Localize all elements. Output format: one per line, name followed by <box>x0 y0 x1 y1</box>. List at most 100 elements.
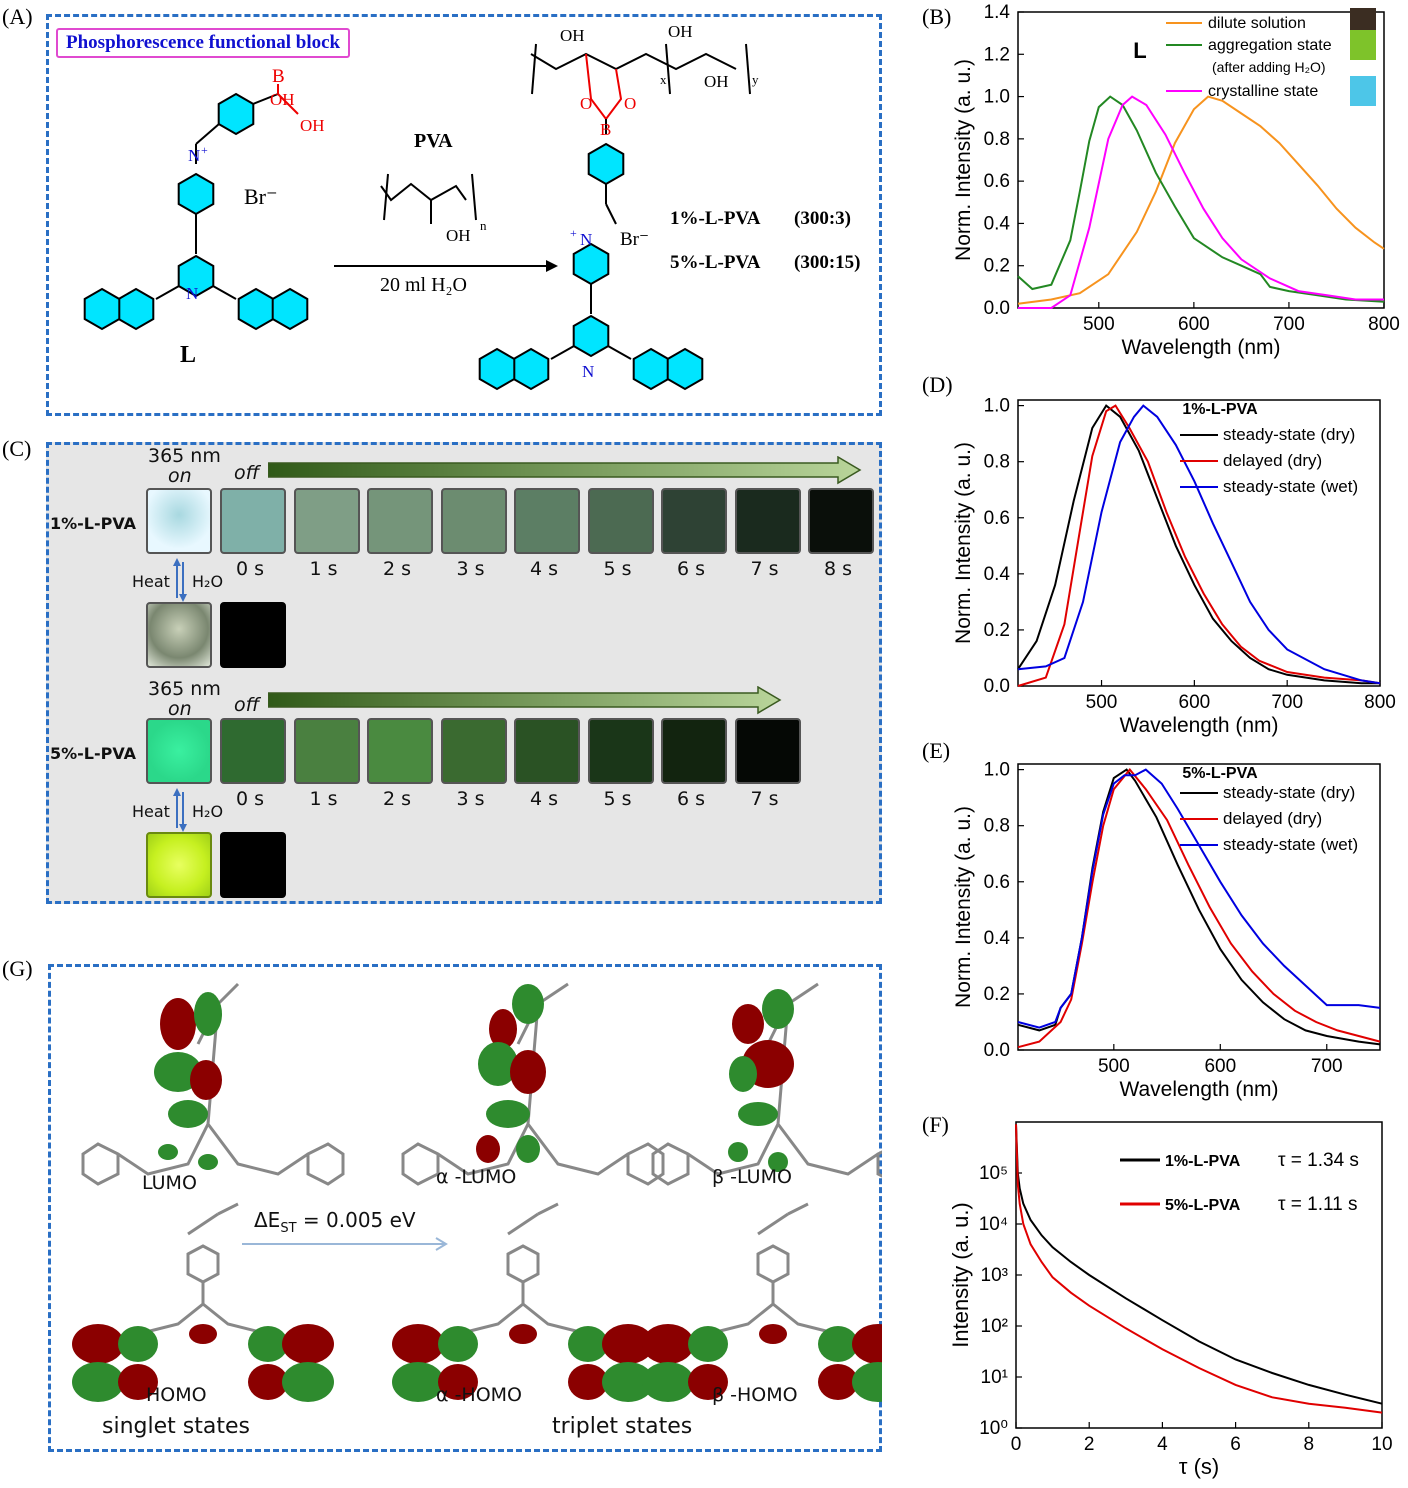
sample-1-ratio: (300:3) <box>794 208 851 229</box>
row2-time-label: 0 s <box>236 788 265 810</box>
ligand-b-atom: B <box>272 66 285 87</box>
energy-gap-label: ΔEST = 0.005 eV <box>254 1208 416 1236</box>
row1-wet-off-tile <box>220 602 286 668</box>
y-tick-label: 1.0 <box>984 760 1010 781</box>
y-tick-label: 10¹ <box>981 1367 1008 1388</box>
orbital-illustration <box>72 982 882 1402</box>
lumo-orbital <box>81 982 345 1186</box>
singlet-states-label: singlet states <box>102 1414 250 1439</box>
panel-label-b: (B) <box>922 4 952 29</box>
row1-wet-tile <box>146 602 212 668</box>
row1-uv-label: 365 nm <box>148 445 221 467</box>
legend-label: steady-state (wet) <box>1223 477 1358 496</box>
pva-structure <box>380 173 477 224</box>
legend-label: 5%-L-PVA <box>1165 1197 1241 1214</box>
row1-time-label: 2 s <box>383 558 412 580</box>
sample-2-ratio: (300:15) <box>794 252 861 273</box>
row2-off-word: off <box>234 694 260 716</box>
row2-decay-tile <box>440 718 507 784</box>
panel-label-d: (D) <box>922 372 953 397</box>
panel-label-a: (A) <box>2 4 33 29</box>
row2-time-label: 2 s <box>383 788 412 810</box>
lumo-label: LUMO <box>142 1172 197 1194</box>
panel-label-c: (C) <box>2 436 32 461</box>
x-tick-label: 600 <box>1179 692 1211 713</box>
y-tick-label: 1.0 <box>984 87 1010 108</box>
ligand-oh-top: OH <box>270 90 295 109</box>
product-o-left: O <box>580 94 593 113</box>
ligand-counter-ion: Br⁻ <box>244 184 278 209</box>
series-line-1 <box>1017 95 1385 303</box>
row2-decay-tile <box>734 718 801 784</box>
y-tick-label: 10⁰ <box>979 1418 1008 1439</box>
product-plus-charge: + <box>570 226 577 240</box>
legend-label: aggregation state <box>1208 37 1332 54</box>
legend-tau: τ = 1.11 s <box>1278 1194 1358 1215</box>
product-b-atom: B <box>600 120 612 139</box>
x-tick-label: 6 <box>1230 1434 1241 1455</box>
y-tick-label: 0.0 <box>984 676 1010 697</box>
row1-decay-tile <box>587 488 654 554</box>
x-tick-label: 800 <box>1368 314 1400 335</box>
series-line-0 <box>1017 404 1380 685</box>
series-line-2 <box>1018 95 1384 309</box>
ligand-pyridine-n: N <box>186 284 199 303</box>
beta-homo-label: β -HOMO <box>712 1384 798 1406</box>
panel-label-e: (E) <box>922 738 951 763</box>
row2-time-label: 5 s <box>603 788 632 810</box>
row1-on-word: on <box>168 465 192 487</box>
chart-f: 0 2 4 6 8 10 10⁰ 10¹ 10² 10³ 10⁴ 10⁵ τ (s) Intensity … <box>948 1121 1393 1479</box>
sample-2-name: 5%-L-PVA <box>670 252 761 273</box>
x-tick-label: 700 <box>1271 692 1303 713</box>
x-axis-label: Wavelength (nm) <box>1119 1078 1278 1101</box>
row1-decay-tile <box>367 488 433 554</box>
legend-label: steady-state (wet) <box>1223 835 1358 854</box>
y-axis-label: Norm. Intensity (a. u.) <box>952 442 975 644</box>
sample-1-name: 1%-L-PVA <box>670 208 761 229</box>
legend-photo <box>1350 76 1376 106</box>
row2-water-label: H₂O <box>192 802 224 821</box>
y-tick-label: 0.2 <box>984 620 1010 641</box>
row2-wet-tile <box>146 832 212 898</box>
y-tick-label: 10⁵ <box>979 1163 1008 1184</box>
plot-frame <box>1017 399 1381 687</box>
panel-a-title-box: Phosphorescence functional block <box>56 28 351 58</box>
y-tick-label: 1.2 <box>984 44 1010 65</box>
row1-decay-tile <box>661 488 727 554</box>
row2-sample-label: 5%-L-PVA <box>50 744 137 763</box>
y-axis-label: Norm. Intensity (a. u.) <box>952 806 975 1008</box>
product-pyridine-n: N <box>582 362 595 381</box>
homo-orbital <box>72 1202 334 1402</box>
panel-a-scheme <box>83 43 751 390</box>
chart-d-title: 1%-L-PVA <box>1182 401 1258 418</box>
row2-decay-tile <box>514 718 580 784</box>
row2-decay-tile <box>587 718 654 784</box>
x-axis-label: Wavelength (nm) <box>1119 714 1278 737</box>
series-line-2 <box>1017 768 1381 1029</box>
beta-homo-orbital <box>642 1202 882 1402</box>
product-o-right: O <box>624 94 637 113</box>
legend-tau: τ = 1.34 s <box>1278 1150 1359 1171</box>
x-axis-label: Wavelength (nm) <box>1121 336 1280 359</box>
x-tick-label: 500 <box>1098 1056 1130 1077</box>
chart-e: 500 600 700 0.0 0.2 0.4 0.6 0.8 1.0 Wavelength (n… <box>952 760 1381 1101</box>
pva-oh: OH <box>446 226 471 245</box>
y-tick-label: 0.4 <box>984 928 1011 949</box>
row1-reversible-arrow <box>173 558 187 602</box>
y-tick-label: 0.6 <box>984 508 1010 529</box>
row2-decay-tile <box>293 718 360 784</box>
y-tick-label: 0.4 <box>984 564 1011 585</box>
chart-e-title: 5%-L-PVA <box>1182 765 1258 782</box>
row2-decay-arrow <box>268 686 782 715</box>
y-tick-label: 0.2 <box>984 984 1010 1005</box>
row1-heat-label: Heat <box>132 572 170 591</box>
row1-decay-tile <box>440 488 507 554</box>
row2-time-label: 1 s <box>309 788 338 810</box>
x-tick-label: 8 <box>1304 1434 1315 1455</box>
x-tick-label: 2 <box>1084 1434 1095 1455</box>
y-tick-label: 0.2 <box>984 256 1010 277</box>
x-tick-label: 700 <box>1311 1056 1343 1077</box>
y-tick-label: 10⁴ <box>979 1214 1008 1235</box>
y-tick-label: 10² <box>981 1316 1008 1337</box>
row1-decay-tile <box>220 488 286 554</box>
